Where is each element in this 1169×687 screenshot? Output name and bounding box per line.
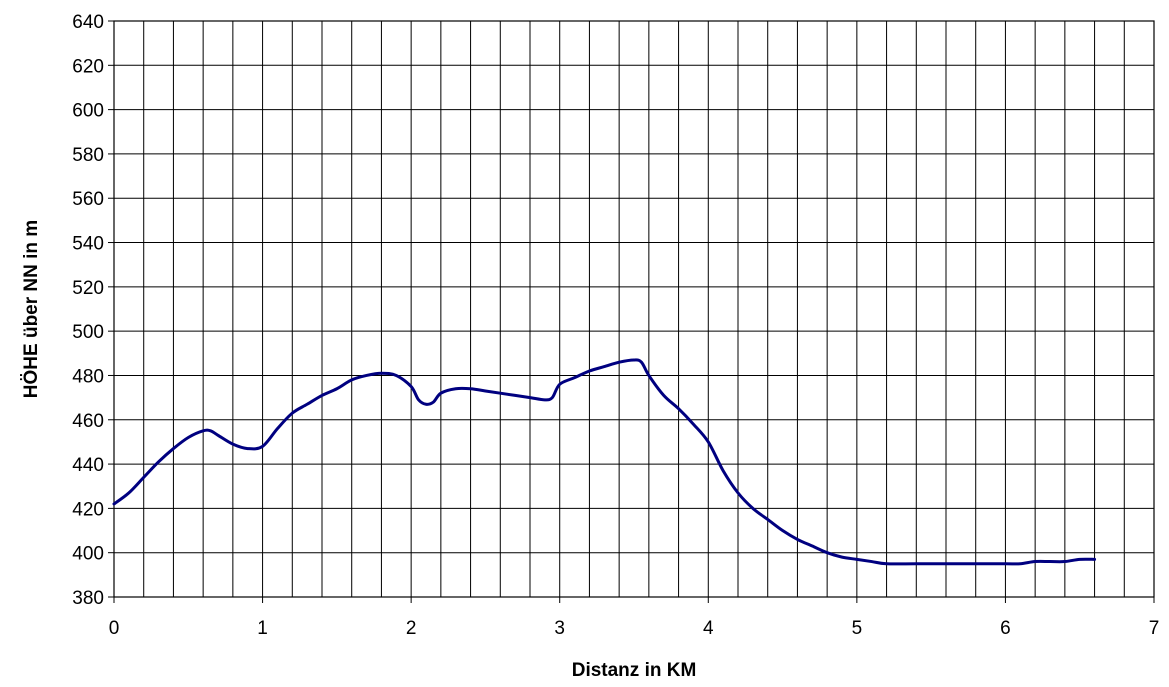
y-tick-label: 460	[72, 411, 104, 432]
y-axis-title: HÖHE über NN in m	[21, 220, 42, 398]
x-tick-label: 0	[109, 618, 120, 639]
x-tick-label: 6	[1000, 618, 1011, 639]
x-axis-ticks: 0 1 2 3 4 5 6 7	[109, 597, 1160, 639]
x-tick-label: 5	[852, 618, 863, 639]
plot-frame	[113, 20, 1155, 598]
y-tick-label: 640	[72, 12, 104, 33]
y-axis-ticks: 380 400 420 440 460 480 500 520 540 560 580 600 620 6…	[72, 12, 114, 609]
y-tick-label: 400	[72, 544, 104, 565]
x-tick-label: 1	[257, 618, 268, 639]
x-tick-label: 4	[703, 618, 714, 639]
y-tick-label: 440	[72, 455, 104, 476]
grid	[114, 21, 1154, 597]
y-tick-label: 580	[72, 145, 104, 166]
y-tick-label: 380	[72, 588, 104, 609]
y-tick-label: 480	[72, 366, 104, 387]
y-tick-label: 520	[72, 278, 104, 299]
y-tick-label: 420	[72, 499, 104, 520]
y-tick-label: 560	[72, 189, 104, 210]
x-tick-label: 7	[1149, 618, 1160, 639]
y-tick-label: 620	[72, 56, 104, 77]
x-tick-label: 3	[554, 618, 565, 639]
x-tick-label: 2	[406, 618, 417, 639]
y-tick-label: 540	[72, 234, 104, 255]
y-tick-label: 500	[72, 322, 104, 343]
y-tick-label: 600	[72, 101, 104, 122]
elevation-series-line	[112, 358, 1097, 566]
x-axis-title: Distanz in KM	[572, 660, 697, 681]
